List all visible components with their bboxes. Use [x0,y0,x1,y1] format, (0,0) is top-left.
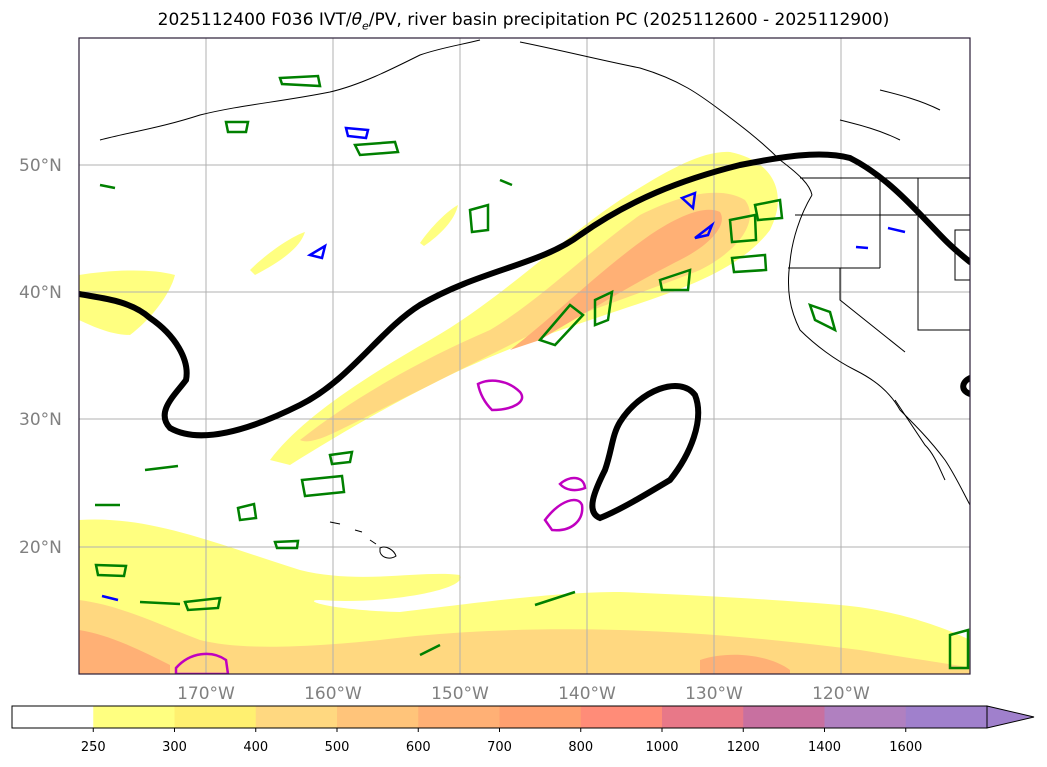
green-contour-14 [236,502,258,522]
magenta-contours [174,379,587,674]
colorbar-tick-label: 1600 [889,740,922,755]
blue-contour-3 [679,191,697,211]
pv-contour-edge [960,375,970,397]
coast-bc-islands [839,89,941,141]
ivt-patch-2 [420,205,458,246]
colorbar-segment [580,706,663,728]
green-contour-10 [730,253,768,274]
pv-contours [79,151,970,522]
colorbar: 250 300 400 500 600 700 800 1000 1200 1400 1600 [11,705,1035,755]
coast-north-america [787,194,970,506]
colorbar-segment [93,706,175,728]
blue-contour-5 [101,226,906,602]
colorbar-tick-label: 700 [487,740,512,755]
green-contour-6 [593,289,614,327]
map-title: 2025112400 F036 IVT/θe/PV, river basin p… [0,10,1047,32]
lon-label-150w: 150°W [431,684,489,704]
green-contour-17 [273,539,300,550]
map-plot-area [79,38,970,674]
colorbar-segment [174,706,257,728]
green-contour-18 [948,628,970,670]
colorbar-tick-label: 1400 [808,740,841,755]
lon-label-120w: 120°W [812,684,870,704]
pv-contour-loop [589,383,702,522]
blue-contour-4 [694,221,715,240]
green-contour-12 [300,474,346,498]
title-theta: θ [351,10,362,30]
colorbar-tick-label: 1200 [727,740,760,755]
colorbar-tick-label: 800 [568,740,593,755]
green-contour-4 [468,203,490,234]
colorbar-segment [418,706,500,728]
lat-labels: 50°N 40°N 30°N 20°N [19,156,62,558]
graticule [79,38,970,674]
pv-contour-main [79,151,970,439]
lon-labels: 170°W 160°W 150°W 140°W 130°W 120°W [177,684,870,704]
colorbar-segment [255,706,338,728]
lon-label-170w: 170°W [177,684,235,704]
colorbar-tick-label: 600 [406,740,431,755]
title-suffix: /PV, river basin precipitation PC (20251… [368,10,890,30]
colorbar-segment [662,706,744,728]
colorbar-extend-arrow [986,705,1035,729]
colorbar-segments [12,706,988,728]
colorbar-tick-label: 1000 [645,740,678,755]
green-contour-19 [144,464,576,657]
green-contour-16 [183,596,222,612]
lat-label-20n: 20°N [19,538,62,558]
colorbar-segment [743,706,825,728]
state-borders [788,178,970,353]
green-contour-2 [224,120,250,134]
green-contour-1 [278,74,322,88]
ivt-south-600 [79,630,790,674]
green-contour-9 [753,198,784,222]
green-contour-8 [728,213,758,244]
lon-label-130w: 130°W [685,684,743,704]
map-frame [78,37,971,675]
colorbar-segment [824,706,907,728]
coast-baja [894,399,946,481]
colorbar-segment [905,706,988,728]
magenta-contour-2 [558,476,587,492]
colorbar-segment [499,706,582,728]
lat-label-30n: 30°N [19,410,62,430]
green-contour-5 [537,303,585,347]
magenta-contour-1 [476,379,524,412]
green-contour-20 [95,178,513,606]
lat-label-50n: 50°N [19,156,62,176]
magenta-contour-4 [174,652,230,674]
blue-contour-2 [306,243,327,260]
colorbar-tick-label: 400 [243,740,268,755]
title-theta-sub: e [362,19,369,33]
colorbar-segment [12,706,94,728]
colorbar-tick-label: 250 [81,740,106,755]
coast-alaska-aleutians [99,39,813,196]
lat-label-40n: 40°N [19,283,62,303]
green-contour-13 [328,450,354,466]
green-contour-3 [353,140,400,157]
title-prefix: 2025112400 F036 IVT/ [157,10,352,30]
colorbar-tick-label: 300 [162,740,187,755]
green-contour-11 [808,302,837,333]
ivt-south-250 [79,519,970,674]
lon-label-160w: 160°W [304,684,362,704]
blue-contour-1 [344,126,370,140]
magenta-contour-3 [543,498,584,532]
colorbar-labels: 250 300 400 500 600 700 800 1000 1200 1400 1600 [81,728,922,755]
blue-contours [101,126,906,602]
green-contour-7 [658,268,692,292]
theta-e-contours [94,74,970,670]
colorbar-segment [337,706,419,728]
lon-label-140w: 140°W [558,684,616,704]
green-contour-15 [94,563,128,578]
ivt-patch-1 [250,232,305,275]
colorbar-tick-label: 500 [325,740,350,755]
hawaii-islands [329,521,397,559]
